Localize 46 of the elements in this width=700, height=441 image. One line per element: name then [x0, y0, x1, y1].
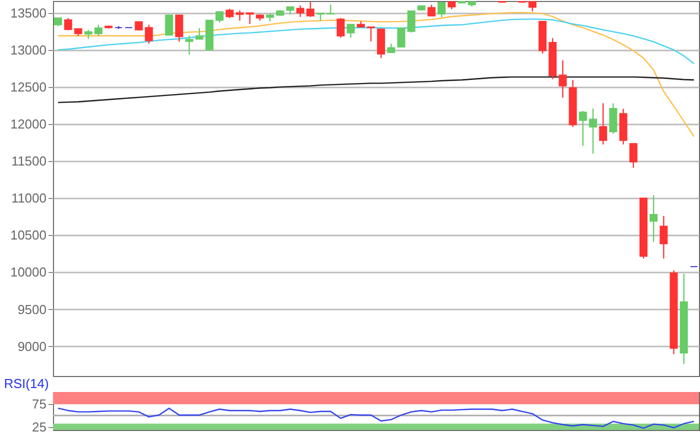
line-series — [57, 18, 695, 64]
candlestick — [366, 26, 375, 42]
candlestick — [387, 43, 396, 54]
candlestick — [650, 194, 658, 242]
candlestick — [528, 1, 536, 12]
candlestick — [428, 4, 436, 17]
candlestick — [346, 23, 355, 38]
candlestick — [175, 14, 184, 42]
y-tick-label: 10500 — [10, 228, 46, 243]
candlestick — [144, 24, 153, 44]
candlestick — [629, 142, 638, 168]
candlestick — [609, 102, 618, 134]
line-series — [57, 12, 695, 138]
candlestick — [578, 110, 587, 146]
y-tick-label: 11500 — [11, 154, 46, 169]
line-series — [57, 76, 695, 104]
candlestick — [236, 10, 244, 22]
candlestick — [660, 215, 668, 260]
candlestick — [216, 10, 224, 24]
candlestick — [599, 102, 608, 146]
y-tick-label: 13000 — [10, 42, 46, 58]
candlestick — [558, 60, 567, 98]
y-tick-label: 10000 — [10, 264, 46, 280]
candlestick — [438, 1, 446, 18]
candlestick — [64, 17, 72, 31]
y-tick-label: 12000 — [10, 116, 46, 132]
candlestick — [226, 8, 234, 19]
y-tick-label: 25 — [32, 419, 46, 434]
y-tick-label: 9000 — [18, 338, 46, 354]
y-tick-label: 9500 — [18, 302, 46, 317]
candlestick — [589, 108, 598, 154]
candlestick — [165, 14, 174, 36]
line-series — [57, 408, 695, 429]
candlestick — [185, 35, 194, 56]
candlestick — [296, 4, 304, 18]
candlestick — [397, 28, 406, 48]
candlestick — [306, 2, 314, 18]
y-tick-label: 75 — [32, 396, 46, 412]
candlestick — [326, 4, 335, 15]
candlestick — [336, 17, 345, 38]
candlestick — [94, 24, 102, 36]
y-tick-label: 11000 — [11, 190, 46, 206]
chart-title: RSI(14) — [4, 376, 49, 391]
candlestick — [407, 10, 416, 34]
y-tick-label: 13500 — [10, 5, 46, 20]
y-tick-label: 12500 — [10, 79, 46, 94]
